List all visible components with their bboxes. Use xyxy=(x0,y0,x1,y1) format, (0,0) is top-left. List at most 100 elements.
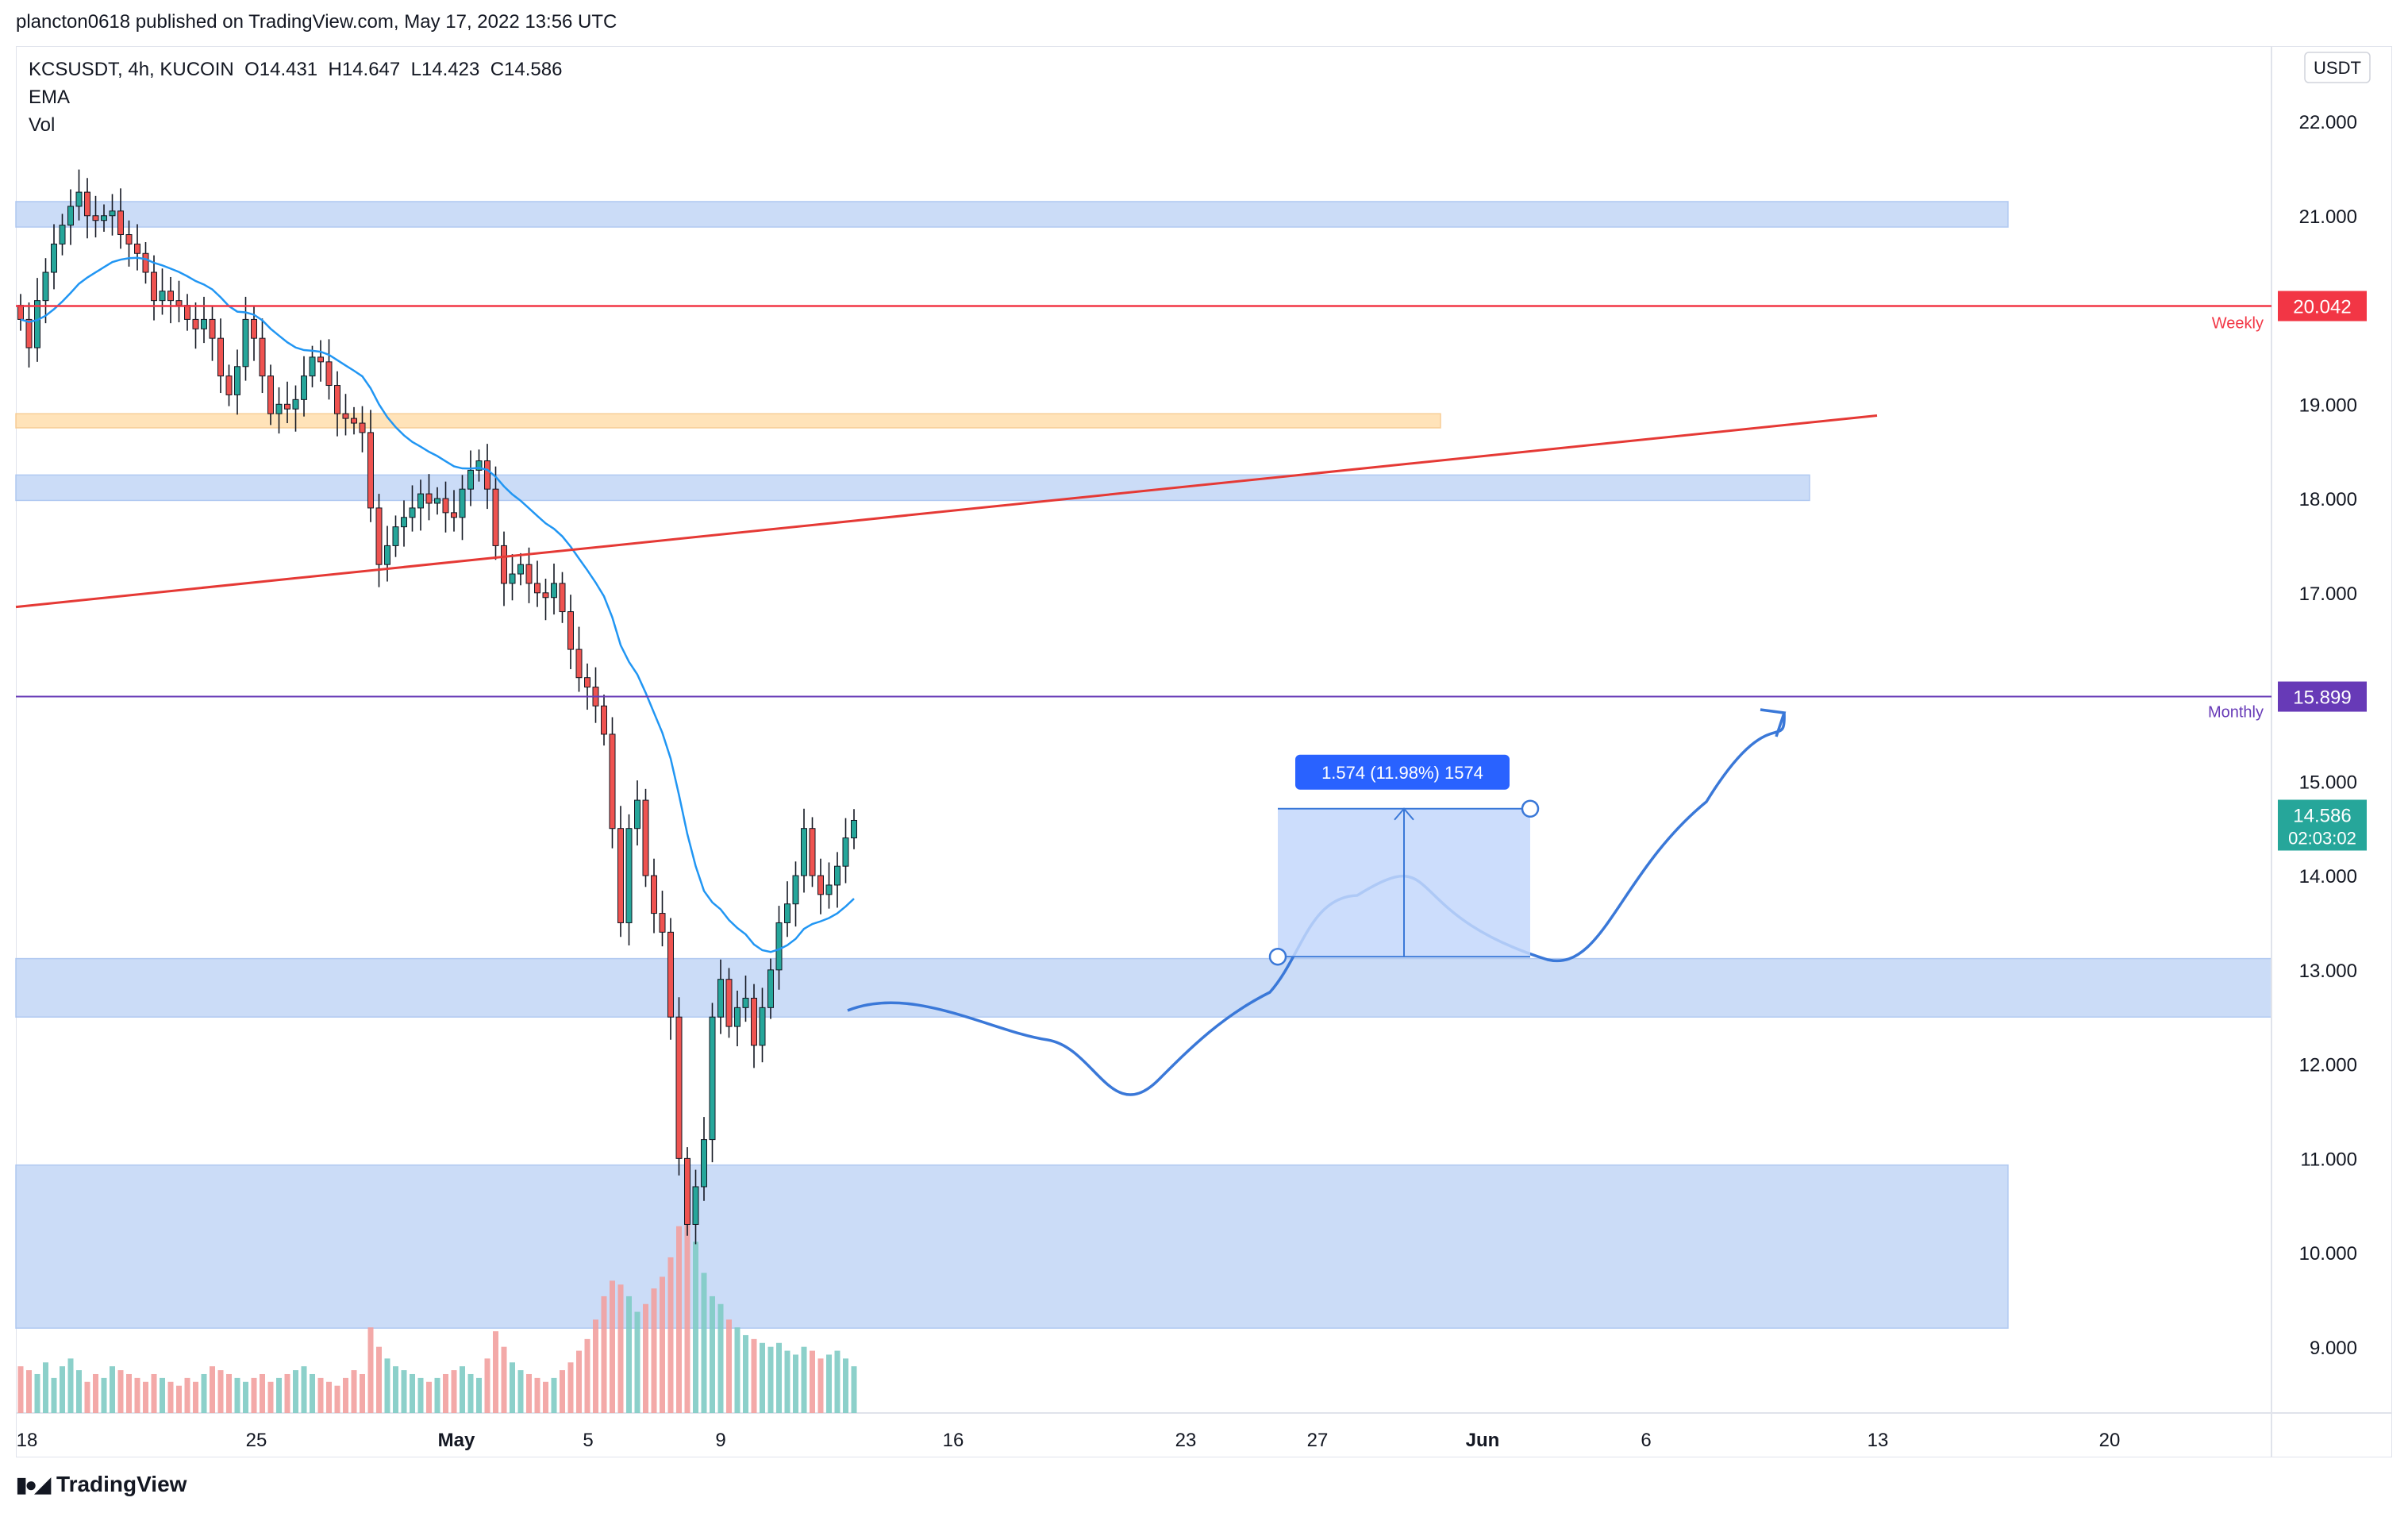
weekly-price-tag-box xyxy=(2278,291,2367,321)
candle-body xyxy=(101,215,107,221)
candle-body xyxy=(534,583,540,594)
y-tick-label: 21.000 xyxy=(2299,206,2357,228)
candle-body xyxy=(409,507,416,518)
measure-label: 1.574 (11.98%) 1574 xyxy=(1321,763,1483,783)
volume-bar xyxy=(510,1362,515,1413)
candle-body xyxy=(275,403,283,414)
trendline xyxy=(15,414,1878,609)
candle-body xyxy=(434,498,440,504)
candle-body xyxy=(692,1186,699,1225)
last-price-value: 14.586 xyxy=(2293,805,2351,826)
candle-body xyxy=(109,210,116,217)
candle-body xyxy=(725,979,733,1027)
legend-symbol: KCSUSDT, 4h, KUCOIN xyxy=(29,59,234,80)
y-tick-label: 14.000 xyxy=(2299,866,2357,887)
volume-bar xyxy=(167,1381,174,1413)
measure-label-box xyxy=(1295,754,1510,790)
volume-bar xyxy=(317,1377,324,1413)
volume-bar xyxy=(93,1373,98,1413)
candle-body xyxy=(609,733,616,830)
volume-bar xyxy=(260,1373,265,1413)
candle-body xyxy=(551,583,557,599)
candle-body xyxy=(442,498,449,514)
candle-body xyxy=(809,828,816,876)
candle-body xyxy=(475,460,483,471)
weekly-price-tag: 20.042 xyxy=(2293,297,2351,318)
volume-bar xyxy=(110,1366,115,1413)
candle-body xyxy=(25,318,33,348)
volume-bar xyxy=(660,1276,665,1413)
candle-body xyxy=(459,488,466,518)
volume-bar xyxy=(801,1346,807,1413)
volume-bar xyxy=(617,1284,624,1413)
volume-bar xyxy=(784,1350,790,1413)
volume-bar xyxy=(851,1366,857,1413)
volume-bar xyxy=(417,1377,424,1413)
candle-body xyxy=(484,460,490,490)
projection-arrowhead xyxy=(1760,708,1787,737)
candle-body xyxy=(359,422,366,433)
volume-bar xyxy=(384,1358,390,1413)
candle-body xyxy=(584,677,590,688)
volume-bar xyxy=(743,1334,748,1413)
candle-body xyxy=(284,403,290,410)
y-tick-label: 22.000 xyxy=(2299,112,2357,133)
x-tick-label: 9 xyxy=(715,1430,725,1451)
candle-body xyxy=(634,799,640,830)
candle-body xyxy=(59,225,66,244)
volume-bar xyxy=(276,1377,282,1413)
volume-bar xyxy=(534,1377,540,1413)
candle-body xyxy=(842,837,849,867)
candle-body xyxy=(701,1139,707,1188)
last-price-countdown: 02:03:02 xyxy=(2288,828,2356,848)
zone-2 xyxy=(15,413,1441,429)
x-tick-label: 5 xyxy=(583,1430,593,1451)
y-tick-label: 19.000 xyxy=(2299,395,2357,416)
candle-body xyxy=(167,291,174,302)
volume-bar xyxy=(751,1338,757,1413)
candle-body xyxy=(367,432,374,509)
candle-body xyxy=(775,922,783,971)
candle-body xyxy=(242,318,249,368)
weekly-label: Weekly xyxy=(2212,315,2264,333)
candle-body xyxy=(567,611,574,650)
volume-bar xyxy=(310,1373,315,1413)
volume-bar xyxy=(160,1377,165,1413)
volume-bar xyxy=(476,1377,482,1413)
candle-body xyxy=(659,913,666,933)
x-tick-label: May xyxy=(438,1430,475,1451)
candle-body xyxy=(509,573,516,584)
volume-bar xyxy=(651,1288,657,1413)
volume-bar xyxy=(793,1354,798,1413)
candle-body xyxy=(251,318,257,339)
volume-bar xyxy=(451,1370,457,1413)
legend-ema[interactable]: EMA xyxy=(29,87,71,108)
candle-body xyxy=(667,931,674,1018)
volume-bar xyxy=(243,1381,248,1413)
candle-body xyxy=(642,799,649,876)
y-tick-label: 18.000 xyxy=(2299,489,2357,510)
zone-5 xyxy=(15,1164,2009,1329)
candle-body xyxy=(525,564,533,584)
currency-badge xyxy=(2304,52,2371,83)
zone-3 xyxy=(15,474,1810,502)
candle-body xyxy=(425,493,433,504)
candle-body xyxy=(259,337,266,377)
candle-body xyxy=(201,318,207,329)
legend-close: C14.586 xyxy=(490,59,563,80)
volume-bar xyxy=(234,1377,240,1413)
legend-vol[interactable]: Vol xyxy=(29,114,56,136)
candle-body xyxy=(309,356,316,377)
candle-body xyxy=(17,305,24,320)
x-tick-label: 27 xyxy=(1307,1430,1329,1451)
volume-bar xyxy=(434,1377,440,1413)
volume-bar xyxy=(184,1377,190,1413)
candle-body xyxy=(351,418,357,424)
volume-bar xyxy=(343,1377,348,1413)
tradingview-logo[interactable]: ▮●◢ TradingView xyxy=(16,1472,187,1497)
candle-body xyxy=(317,356,324,363)
volume-bar xyxy=(684,1215,690,1413)
candle-body xyxy=(767,969,774,1008)
y-tick-label: 9.000 xyxy=(2310,1338,2357,1359)
